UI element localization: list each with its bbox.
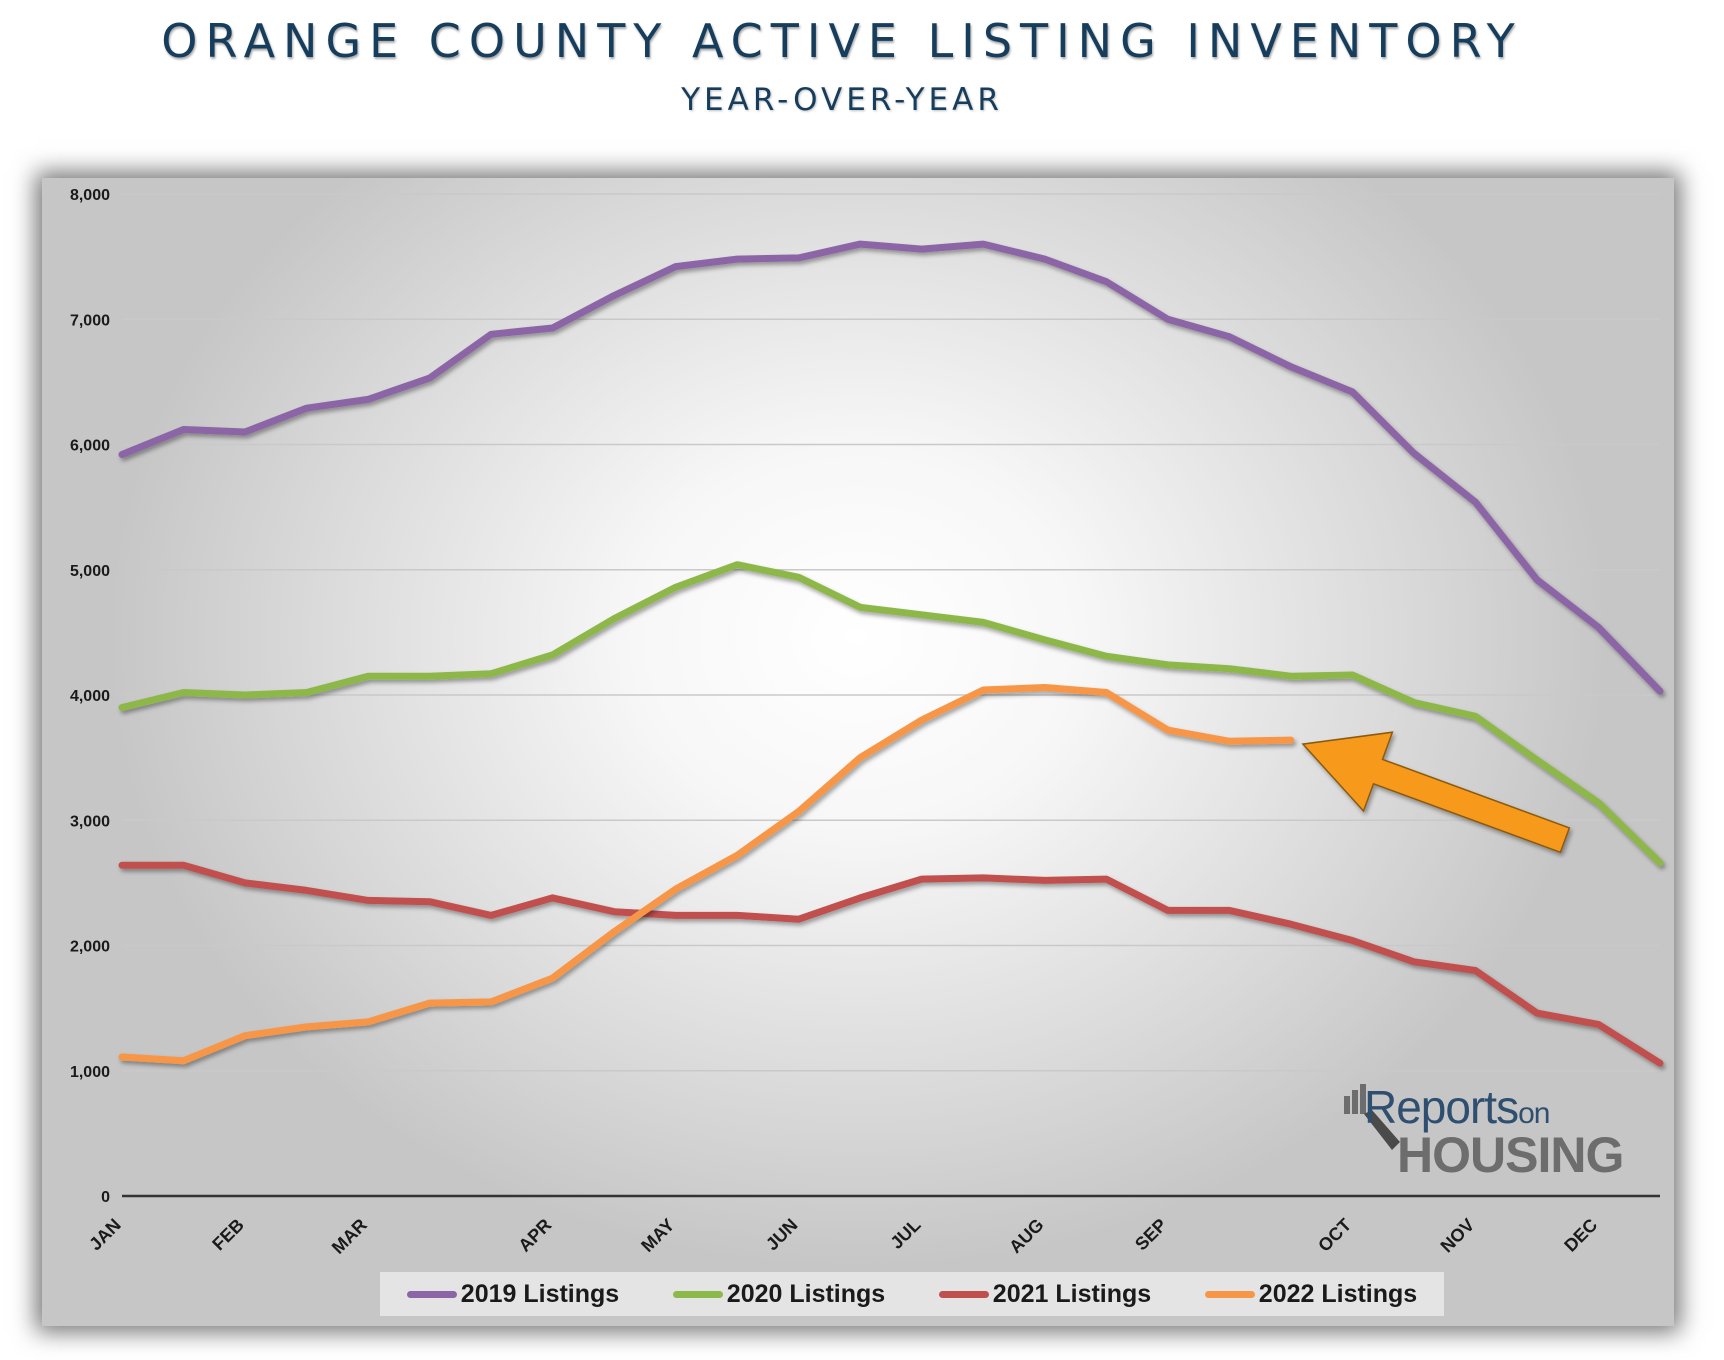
legend-label: 2021 Listings: [992, 1279, 1152, 1308]
legend-item-2019: 2019 Listings: [406, 1279, 620, 1309]
legend-label: 2019 Listings: [460, 1279, 620, 1308]
x-tick-label: APR: [514, 1215, 555, 1256]
reports-on-housing-logo: Reportson HOUSING: [1342, 1080, 1632, 1190]
series-line-2022: [118, 684, 1295, 1065]
logo-mark-icon: [1344, 1084, 1400, 1150]
legend-item-2020: 2020 Listings: [672, 1279, 886, 1309]
y-tick-label: 2,000: [70, 939, 110, 956]
x-tick-label: FEB: [208, 1215, 248, 1255]
y-tick-label: 8,000: [70, 187, 110, 204]
legend-swatch: [406, 1290, 457, 1298]
x-tick-label: JAN: [85, 1215, 125, 1255]
y-tick-label: 4,000: [70, 688, 110, 705]
legend-swatch: [672, 1290, 723, 1298]
x-tick-label: JUL: [886, 1215, 924, 1253]
chart-subtitle: YEAR-OVER-YEAR: [681, 82, 1003, 118]
y-tick-label: 0: [101, 1189, 110, 1206]
y-tick-label: 6,000: [70, 438, 110, 455]
chart-legend: 2019 Listings 2020 Listings 2021 Listings 2…: [380, 1272, 1444, 1316]
x-tick-label: DEC: [1560, 1215, 1601, 1256]
logo-text-housing: HOUSING: [1397, 1127, 1624, 1183]
series-line-2019: [118, 240, 1664, 695]
logo-text-on: on: [1518, 1097, 1550, 1130]
series-line-2021: [118, 861, 1664, 1067]
legend-label: 2020 Listings: [726, 1279, 886, 1308]
legend-label: 2022 Listings: [1258, 1279, 1418, 1308]
legend-swatch: [1204, 1290, 1255, 1298]
y-tick-label: 7,000: [70, 312, 110, 329]
x-tick-label: MAY: [637, 1215, 678, 1256]
y-tick-label: 5,000: [70, 563, 110, 580]
chart-panel: 0 1,000 2,000 3,000 4,000 5,000 6,000 7,000 8,00…: [42, 178, 1674, 1326]
series-lines: [118, 240, 1664, 1067]
legend-swatch: [938, 1290, 989, 1298]
y-tick-label: 1,000: [70, 1064, 110, 1081]
x-tick-label: SEP: [1131, 1215, 1171, 1255]
x-tick-label: AUG: [1005, 1215, 1047, 1257]
legend-item-2021: 2021 Listings: [938, 1279, 1152, 1309]
x-tick-label: NOV: [1437, 1215, 1479, 1257]
logo-text-reports: Reportson: [1364, 1081, 1550, 1133]
line-chart: 0 1,000 2,000 3,000 4,000 5,000 6,000 7,000 8,00…: [70, 187, 1664, 1258]
chart-title: ORANGE COUNTY ACTIVE LISTING INVENTORY: [161, 14, 1523, 68]
arrow-icon: [1301, 731, 1571, 854]
x-tick-label: JUN: [762, 1215, 802, 1255]
annotation-arrow: [1301, 731, 1571, 854]
x-tick-label: MAR: [328, 1215, 371, 1258]
series-line-2020: [118, 561, 1664, 867]
x-tick-label: OCT: [1314, 1215, 1355, 1256]
legend-item-2022: 2022 Listings: [1204, 1279, 1418, 1309]
gridlines: [122, 193, 1660, 1072]
y-tick-label: 3,000: [70, 813, 110, 830]
